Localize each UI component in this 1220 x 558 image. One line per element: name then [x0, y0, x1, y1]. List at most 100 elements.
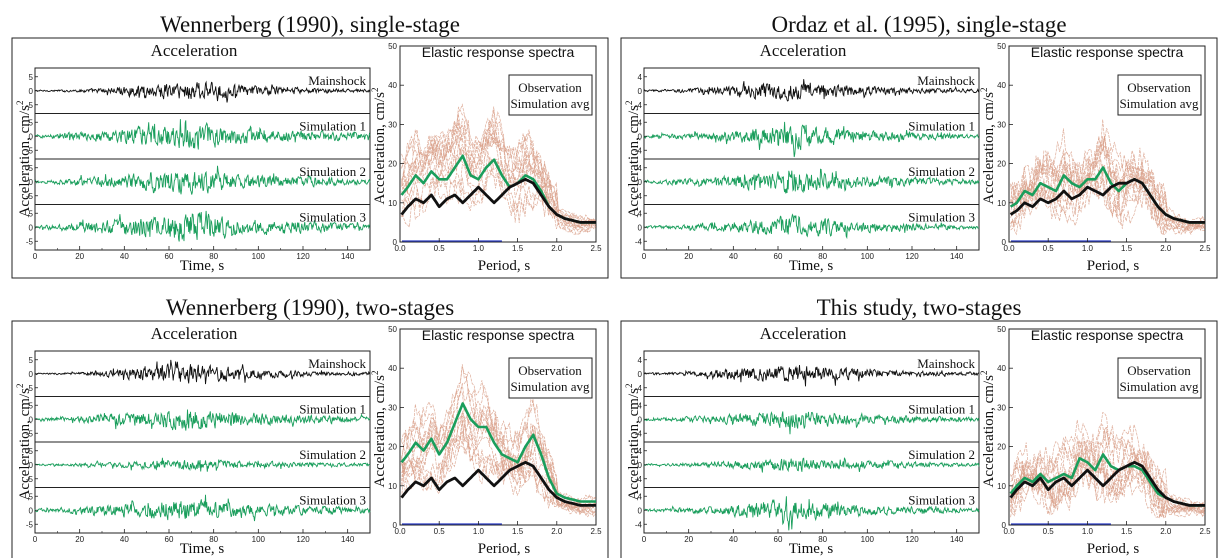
xtick-label: 20: [75, 252, 84, 261]
ytick-label: 40: [388, 81, 397, 90]
ytick-label: 0: [29, 223, 34, 232]
xtick-label: 1.5: [512, 527, 524, 536]
spectra-ylabel: Acceleration, cm/s2: [979, 371, 997, 488]
trace-label: Simulation 3: [299, 493, 366, 508]
ytick-label: 5: [29, 73, 34, 82]
ytick-label: 50: [997, 325, 1006, 334]
trace-waveform: [35, 409, 371, 431]
simulation-realizations: [1010, 411, 1205, 519]
trace-waveform: [34, 494, 371, 522]
time-series-title: Acceleration: [151, 41, 238, 60]
trace-simulation-3: Simulation 3 5 0 -5: [26, 487, 371, 529]
simulation-realization-line: [401, 167, 596, 235]
xtick-label: 60: [774, 535, 783, 544]
trace-waveform: [34, 119, 371, 150]
spectra-ylabel-superscript: 2: [370, 371, 380, 376]
spectra-axes: [1008, 45, 1206, 243]
ytick-label: 4: [638, 164, 643, 173]
panel-1: Wennerberg (1990), single-stage Accelerat…: [11, 12, 609, 279]
xtick-label: 0: [33, 252, 38, 261]
simulation-realization-line: [1010, 456, 1205, 519]
simulation-realization-line: [1010, 135, 1205, 230]
xtick-label: 0.5: [1043, 244, 1055, 253]
xtick-label: 0.0: [394, 527, 406, 536]
ytick-label: -4: [635, 384, 643, 393]
simulation-realization-line: [1010, 462, 1205, 518]
trace-simulation-2: Simulation 2 4 0 -4: [635, 441, 980, 484]
spectra-ylabel: Acceleration, cm/s2: [370, 371, 388, 488]
legend-simulation-avg: Simulation avg: [510, 96, 590, 111]
xtick-label: 1.0: [1082, 527, 1094, 536]
time-series-title: Acceleration: [151, 324, 238, 343]
ytick-label: -5: [26, 146, 34, 155]
ytick-label: -4: [635, 146, 643, 155]
xtick-label: 0.5: [434, 244, 446, 253]
trace-waveform: [643, 121, 980, 158]
ytick-label: 4: [638, 209, 643, 218]
time-series-ylabel-superscript: 2: [624, 384, 634, 389]
observation-line: [400, 460, 596, 507]
trace-label: Simulation 2: [908, 164, 975, 179]
xtick-label: 0.0: [1003, 527, 1015, 536]
trace-label: Mainshock: [308, 356, 366, 371]
simulation-realization-line: [401, 150, 596, 232]
panel-2: Ordaz et al. (1995), single-stage Acceler…: [620, 12, 1218, 279]
xtick-label: 1.0: [1082, 244, 1094, 253]
trace-label: Simulation 1: [299, 402, 366, 417]
trace-waveform: [34, 210, 371, 242]
ytick-label: 4: [638, 492, 643, 501]
panel-title: Wennerberg (1990), two-stages: [166, 295, 454, 320]
ytick-label: -4: [635, 429, 643, 438]
trace-waveform: [34, 80, 371, 103]
ytick-label: 5: [29, 356, 34, 365]
trace-simulation-3: Simulation 3 4 0 -4: [635, 487, 980, 531]
simulation-realization-line: [1010, 144, 1205, 225]
xtick-label: 0.5: [1043, 527, 1055, 536]
time-series-ylabel: Acceleration, cm/s2: [624, 384, 642, 501]
spectra-title: Elastic response spectra: [422, 327, 575, 343]
legend-simulation-avg: Simulation avg: [1119, 96, 1199, 111]
ytick-label: 40: [997, 364, 1006, 373]
observation-line: [1009, 177, 1205, 224]
simulation-realization-line: [401, 132, 596, 226]
trace-label: Simulation 2: [908, 447, 975, 462]
trace-waveform: [644, 213, 980, 240]
ytick-label: 0: [29, 506, 34, 515]
trace-waveform: [643, 457, 980, 473]
xtick-label: 60: [165, 252, 174, 261]
xtick-label: 80: [818, 535, 827, 544]
ytick-label: 0: [29, 132, 34, 141]
xtick-label: 60: [165, 535, 174, 544]
simulation-realization-line: [401, 123, 596, 229]
xtick-label: 40: [729, 535, 738, 544]
trace-simulation-2: Simulation 2 5 0 -5: [26, 158, 371, 201]
simulation-realization-line: [1010, 424, 1205, 512]
panel-3: Wennerberg (1990), two-stages Acceleratio…: [11, 295, 609, 558]
xtick-label: 100: [252, 252, 266, 261]
xtick-label: 2.5: [590, 527, 602, 536]
spectra-axes: [399, 45, 597, 243]
xtick-label: 2.0: [1160, 527, 1172, 536]
xtick-label: 140: [950, 252, 964, 261]
ytick-label: 0: [393, 521, 398, 530]
ytick-label: 10: [388, 482, 397, 491]
trace-label: Simulation 2: [299, 164, 366, 179]
trace-simulation-1: Simulation 1 5 0 -5: [26, 113, 371, 155]
trace-waveform: [643, 496, 980, 531]
xtick-label: 0: [642, 535, 647, 544]
xtick-label: 20: [684, 535, 693, 544]
ytick-label: -5: [26, 101, 34, 110]
legend-simulation-avg: Simulation avg: [510, 379, 590, 394]
ytick-label: 20: [388, 443, 397, 452]
trace-mainshock: Mainshock 4 0 -4: [635, 356, 980, 393]
spectra-xlabel: Period, s: [478, 258, 531, 274]
xtick-label: 2.5: [1199, 244, 1211, 253]
panel-4: This study, two-stages Acceleration Mainsh…: [620, 295, 1218, 558]
xtick-label: 40: [729, 252, 738, 261]
xtick-label: 0: [642, 252, 647, 261]
ytick-label: -5: [26, 429, 34, 438]
response-spectra-plot: Elastic response spectra 0.0 0.5 1.0 1.5 2.0 2…: [370, 42, 602, 274]
spectra-title: Elastic response spectra: [1031, 44, 1184, 60]
